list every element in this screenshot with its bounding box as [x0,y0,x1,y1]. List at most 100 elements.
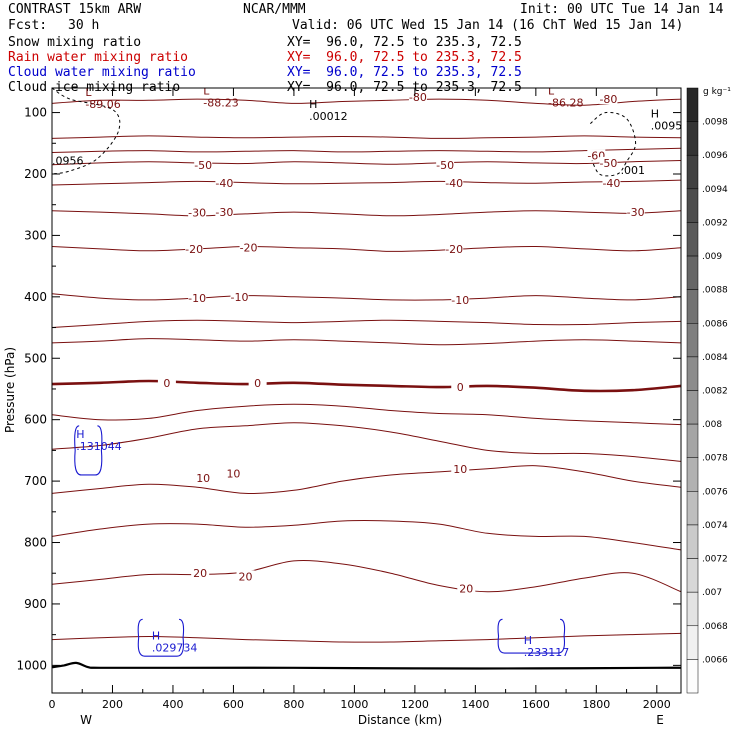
colorbar-label: .0086 [702,319,728,329]
contour-label-bg [188,292,207,304]
contour-label: -50 [599,157,617,170]
extremum-value: -86.28 [548,96,583,109]
extremum-mark: L [85,86,92,99]
extremum-mark: L [203,84,210,97]
contour-label-bg [451,293,470,305]
contour-label-bg [194,472,213,484]
colorbar-swatch [686,491,699,526]
x-tick-label: 2000 [643,698,671,711]
colorbar-units: g kg⁻¹ [703,87,731,97]
extremum-mark: H [152,630,160,643]
contour-label: -80 [409,91,427,104]
contour-label: -50 [436,159,454,172]
contour-label: 20 [193,567,207,580]
contour-label-bg [215,177,234,189]
contour-label-bg [457,582,476,594]
temperature-contour [52,210,681,217]
cloud-water-contour [137,618,185,657]
colorbar-label: .0084 [702,353,728,363]
field-xy-cloud-water: XY= 96.0, 72.5 to 235.3, 72.5 [287,65,522,80]
contour-label: -20 [445,243,463,256]
colorbar-swatch [686,323,699,358]
contour-label-bg [587,149,606,161]
x-tick-label: 1400 [461,698,489,711]
title: CONTRAST 15km ARW [8,2,142,17]
contour-label: -40 [445,177,463,190]
temperature-contour [52,560,681,593]
x-tick-label: 400 [162,698,183,711]
contour-label-bg [599,93,618,105]
contour-label-bg [445,177,464,189]
temperature-contour [52,379,681,393]
contour-label-bg [188,206,207,218]
contour-label-bg [157,376,176,388]
x-axis-label: Distance (km) [358,713,442,727]
colorbar-label: .0094 [702,185,728,195]
valid-time: Valid: 06 UTC Wed 15 Jan 14 (16 ChT Wed … [292,18,684,33]
contour-label-bg [445,242,464,254]
x-tick-label: 1800 [582,698,610,711]
east-endpoint-label: E [656,713,664,727]
extremum-mark: H [76,428,84,441]
colorbar-label: .0088 [702,286,728,296]
fcst-label: Fcst: [8,18,48,33]
contour-label-bg [224,467,243,479]
contour-label-bg [599,156,618,168]
field-xy-rain: XY= 96.0, 72.5 to 235.3, 72.5 [287,50,522,65]
contour-label: 0 [254,377,261,390]
colorbar-swatch [686,222,699,257]
x-tick-label: 600 [223,698,244,711]
x-tick-label: 800 [283,698,304,711]
temperature-contour [52,135,681,139]
west-endpoint-label: W [80,713,92,727]
contour-label: -10 [231,291,249,304]
contour-label-bg [215,206,234,218]
cloud-water-contour [74,425,103,476]
colorbar-label: .008 [702,420,722,430]
contour-label: -50 [194,159,212,172]
colorbar-label: .0068 [702,622,728,632]
extremum-value: .0095 [651,120,683,133]
field-xy-snow: XY= 96.0, 72.5 to 235.3, 72.5 [287,35,522,50]
colorbar: .0098 .0096 .0094 .0092 .009 .0088 .0086 .0084.… [686,87,728,694]
y-tick-label: 500 [24,351,47,365]
contour-label: 10 [453,463,467,476]
colorbar-swatch [686,423,699,458]
contour-label-bg [191,567,210,579]
contour-label: -80 [599,93,617,106]
colorbar-label: .0096 [702,151,728,161]
temperature-contour [52,245,681,252]
contour-label-bg [239,241,258,253]
y-tick-label: 900 [24,597,47,611]
colorbar-swatch [686,154,699,190]
extremum-value: -88.23 [203,96,238,109]
field-label-rain: Rain water mixing ratio [8,50,189,65]
contour-label: 0 [457,381,464,394]
colorbar-label: .0066 [702,655,728,665]
x-tick-label: 1200 [401,698,429,711]
contour-label-bg [451,381,470,393]
contour-label: 20 [239,570,253,583]
contour-label-bg [451,462,470,474]
colorbar-swatch [686,390,699,425]
colorbar-swatch [686,188,699,223]
x-tick-label: 1000 [340,698,368,711]
contour-label-bg [602,177,621,189]
contour-label: 10 [226,468,240,481]
extremum-value: .0956 [52,155,84,168]
colorbar-label: .007 [702,588,722,598]
contour-label: 0 [163,377,170,390]
temperature-contour [52,520,681,551]
colorbar-swatch [686,457,699,492]
contour-label: -10 [188,292,206,305]
plot-frame [51,87,682,694]
colorbar-label: .0098 [702,118,728,128]
y-axis-label: Pressure (hPa) [3,347,17,433]
center-label: NCAR/MMM [243,2,306,17]
colorbar-label: .0078 [702,454,728,464]
y-tick-label: 1000 [16,658,47,672]
terrain-line [52,661,681,670]
y-tick-label: 400 [24,290,47,304]
contour-label-bg [436,158,455,170]
